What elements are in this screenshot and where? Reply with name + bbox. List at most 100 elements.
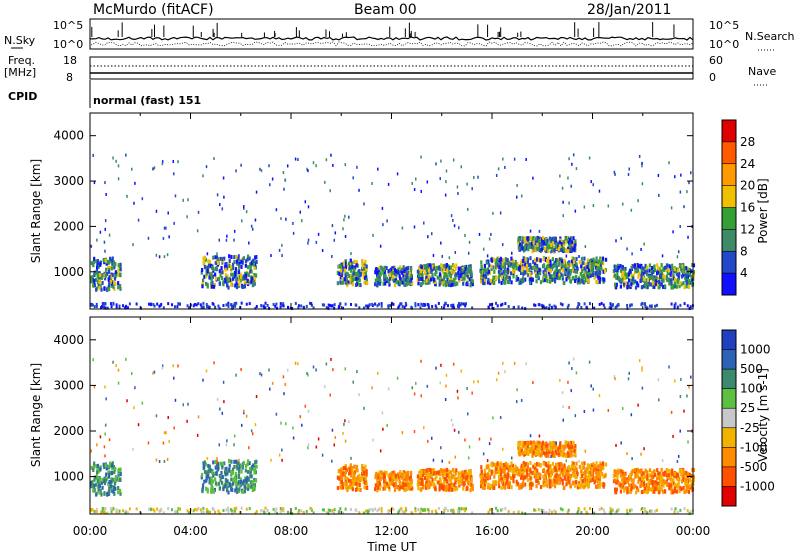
velocity-cell	[203, 460, 206, 465]
velocity-cell	[636, 467, 639, 472]
velocity-cell	[205, 476, 208, 481]
power-cell	[208, 271, 211, 276]
power-cell	[641, 182, 644, 186]
velocity-cell	[547, 453, 550, 458]
velocity-cell	[517, 445, 520, 450]
power-cell	[409, 279, 413, 284]
power-cell	[101, 273, 104, 278]
power-cell	[614, 265, 618, 270]
power-cell	[419, 282, 423, 287]
power-cell	[384, 274, 387, 279]
velocity-cell	[238, 463, 242, 468]
velocity-cell	[526, 441, 529, 446]
power-cell	[97, 283, 100, 288]
velocity-cell	[344, 470, 348, 475]
power-cell	[119, 267, 122, 272]
power-cell	[537, 276, 540, 281]
power-cell	[363, 280, 366, 285]
velocity-cell	[639, 469, 642, 474]
power-cell	[517, 241, 520, 246]
power-cell	[93, 278, 96, 283]
velocity-cell	[680, 377, 682, 381]
power-cell	[556, 270, 559, 275]
velocity-cell	[680, 468, 683, 473]
power-cell	[599, 256, 602, 261]
power-cell	[538, 239, 541, 244]
power-cell	[583, 279, 586, 284]
power-cell	[206, 269, 209, 274]
velocity-cell	[361, 466, 364, 471]
power-cell	[441, 254, 443, 258]
power-cell	[572, 264, 575, 269]
power-cell	[425, 275, 428, 280]
velocity-cell	[518, 451, 521, 456]
velocity-cell	[599, 475, 602, 480]
power-cell	[529, 264, 532, 269]
power-cell	[499, 264, 503, 269]
power-cell	[578, 260, 581, 265]
velocity-cell	[520, 463, 524, 468]
power-cell	[650, 272, 654, 277]
power-cell	[550, 305, 553, 309]
power-cell	[224, 273, 227, 278]
power-cell	[358, 282, 361, 287]
power-cell	[200, 306, 203, 310]
velocity-cell	[218, 486, 221, 491]
velocity-cell	[466, 412, 469, 416]
velocity-cell	[244, 468, 247, 473]
power-cell	[444, 193, 447, 197]
power-cell	[244, 273, 247, 278]
velocity-cell	[600, 465, 603, 470]
velocity-cell	[372, 438, 374, 442]
velocity-cell	[344, 466, 347, 471]
power-cell	[92, 153, 94, 157]
velocity-cell	[254, 478, 258, 483]
power-cell	[469, 266, 472, 271]
velocity-cell	[510, 461, 513, 466]
power-cell	[349, 265, 352, 270]
velocity-cell	[549, 479, 552, 484]
velocity-cell	[675, 474, 678, 479]
power-cell	[532, 176, 534, 180]
velocity-cell	[244, 480, 248, 485]
power-cell	[561, 274, 564, 279]
velocity-cell	[680, 472, 683, 477]
velocity-cell	[660, 474, 663, 479]
velocity-cell	[493, 485, 496, 490]
power-cell	[496, 260, 499, 265]
velocity-cell	[646, 470, 649, 475]
power-cell	[662, 273, 665, 278]
velocity-cell	[519, 447, 522, 452]
power-cell	[122, 304, 125, 308]
power-cell	[520, 258, 524, 263]
power-cell	[542, 263, 546, 268]
power-cell	[608, 306, 611, 310]
power-cell	[200, 270, 203, 275]
power-cell	[520, 271, 523, 276]
power-cell	[640, 247, 642, 251]
velocity-cell	[488, 475, 492, 480]
velocity-cell	[238, 487, 241, 492]
power-cell	[208, 259, 211, 264]
power-cell	[575, 264, 578, 269]
power-cell	[237, 256, 240, 261]
velocity-cell	[465, 476, 468, 481]
velocity-cell	[92, 488, 95, 493]
power-cell	[445, 169, 448, 173]
power-cell	[510, 262, 513, 267]
velocity-cell	[645, 483, 648, 488]
power-cell	[663, 284, 667, 289]
power-cell	[595, 256, 598, 261]
velocity-cell	[126, 399, 128, 403]
velocity-cell	[371, 386, 373, 390]
power-cell	[517, 305, 520, 309]
power-cell	[105, 192, 107, 196]
velocity-cell	[351, 469, 354, 474]
power-cell	[641, 274, 645, 279]
velocity-cell	[217, 481, 221, 486]
power-cell	[466, 274, 469, 279]
velocity-cell	[595, 461, 598, 466]
velocity-cell	[201, 486, 204, 491]
power-cell	[670, 285, 673, 290]
velocity-cell	[114, 475, 117, 480]
